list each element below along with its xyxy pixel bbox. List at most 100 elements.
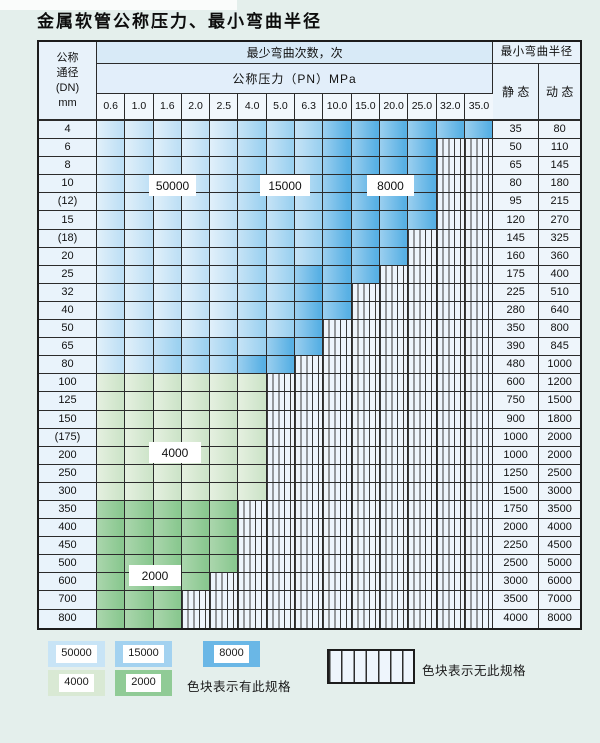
no-spec-cell (464, 446, 494, 465)
pressure-value: 2.5 (210, 94, 239, 121)
no-spec-cell (464, 537, 494, 556)
spec-cell (266, 211, 296, 230)
no-spec-cell (408, 519, 437, 538)
dn-cell: 200 (39, 446, 97, 465)
no-spec-cell (351, 320, 380, 339)
spec-cell (238, 356, 267, 375)
spec-cell (323, 193, 352, 212)
no-spec-cell (323, 320, 352, 339)
spec-cell (153, 229, 182, 248)
dn-cell: (175) (39, 428, 97, 447)
no-spec-cell (238, 555, 267, 574)
spec-cell (323, 265, 352, 284)
spec-cell (266, 175, 296, 194)
static-cell: 1500 (493, 482, 540, 501)
spec-cell (210, 482, 239, 501)
no-spec-cell (351, 410, 380, 429)
no-spec-cell (295, 519, 324, 538)
spec-cell (379, 229, 409, 248)
spec-cell (125, 410, 154, 429)
spec-cell (153, 374, 182, 393)
no-spec-cell (436, 609, 465, 628)
spec-cell (379, 139, 409, 158)
spec-cell (97, 338, 126, 357)
dynamic-cell: 7000 (539, 591, 581, 610)
dn-cell: 150 (39, 410, 97, 429)
no-spec-cell (464, 500, 494, 520)
static-cell: 160 (493, 247, 540, 266)
no-spec-cell (464, 283, 494, 302)
no-spec-cell (351, 338, 380, 357)
pressure-value: 4.0 (238, 94, 267, 121)
no-spec-cell (295, 500, 324, 520)
spec-cell (238, 428, 267, 447)
no-spec-cell (436, 537, 465, 556)
dn-cell: 20 (39, 247, 97, 266)
no-spec-cell (295, 537, 324, 556)
no-spec-cell (464, 338, 494, 357)
no-spec-cell (379, 591, 409, 610)
no-spec-cell (464, 374, 494, 393)
dn-cell: 700 (39, 591, 97, 610)
spec-cell (323, 121, 352, 140)
no-spec-cell (408, 265, 437, 284)
no-spec-cell (266, 591, 296, 610)
spec-cell (125, 139, 154, 158)
spec-cell (210, 265, 239, 284)
no-spec-cell (408, 356, 437, 375)
spec-cell (153, 121, 182, 140)
no-spec-cell (464, 139, 494, 158)
no-spec-cell (351, 591, 380, 610)
no-spec-cell (379, 374, 409, 393)
spec-cell (97, 500, 126, 520)
spec-cell (266, 157, 296, 176)
spec-cell (210, 519, 239, 538)
spec-cell (125, 591, 154, 610)
spec-cell (295, 247, 324, 266)
no-spec-cell (323, 374, 352, 393)
spec-cell (181, 519, 211, 538)
dynamic-cell: 1500 (539, 392, 581, 411)
spec-cell (323, 211, 352, 230)
spec-cell (153, 175, 182, 194)
spec-cell (125, 301, 154, 321)
spec-cell (181, 121, 211, 140)
no-spec-cell (464, 175, 494, 194)
no-spec-cell (379, 519, 409, 538)
spec-cell (379, 211, 409, 230)
spec-cell (125, 392, 154, 411)
dynamic-cell: 3500 (539, 500, 581, 520)
no-spec-cell (464, 356, 494, 375)
spec-cell (210, 374, 239, 393)
no-spec-cell (295, 555, 324, 574)
dn-cell: 15 (39, 211, 97, 230)
spec-cell (125, 265, 154, 284)
no-spec-cell (408, 301, 437, 321)
no-spec-cell (323, 356, 352, 375)
spec-cell (266, 338, 296, 357)
no-spec-cell (408, 500, 437, 520)
pressure-value: 6.3 (295, 94, 324, 121)
spec-cell (97, 211, 126, 230)
spec-cell (351, 211, 380, 230)
static-cell: 2250 (493, 537, 540, 556)
legend-label-8000: 8000 (214, 645, 249, 663)
spec-cell (97, 410, 126, 429)
no-spec-cell (379, 609, 409, 628)
no-spec-cell (238, 537, 267, 556)
spec-cell (125, 175, 154, 194)
legend-has-spec-text: 色块表示有此规格 (187, 680, 292, 694)
spec-cell (97, 464, 126, 483)
spec-cell (125, 121, 154, 140)
legend-swatch-2000: 2000 (115, 670, 172, 696)
no-spec-cell (436, 555, 465, 574)
spec-cell (210, 555, 239, 574)
spec-cell (125, 320, 154, 339)
dn-cell: 400 (39, 519, 97, 538)
no-spec-cell (408, 428, 437, 447)
pressure-header: 公称压力（PN）MPa (97, 64, 494, 94)
static-cell: 1250 (493, 464, 540, 483)
spec-cell (125, 356, 154, 375)
no-spec-cell (436, 464, 465, 483)
no-spec-cell (323, 428, 352, 447)
